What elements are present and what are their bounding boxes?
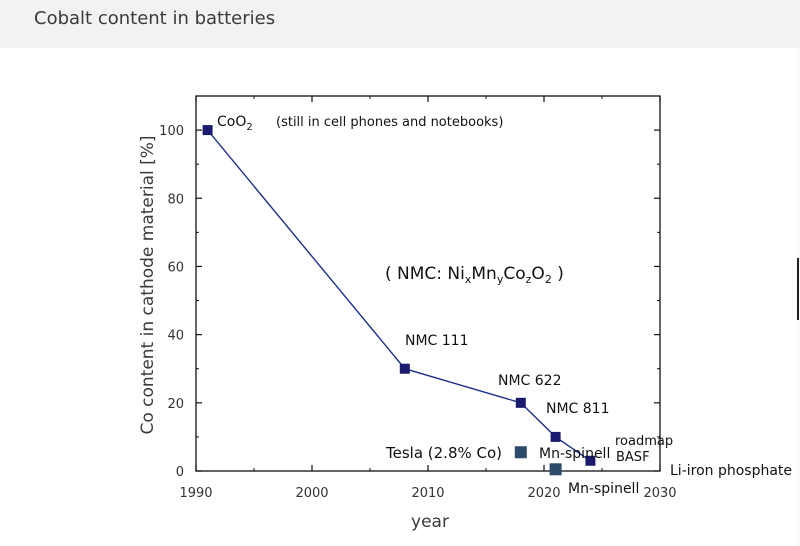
x-axis-label: year (411, 512, 449, 532)
series-point-marker (585, 455, 596, 466)
series-point-marker (202, 125, 213, 136)
nmc622-label: NMC 622 (498, 373, 562, 389)
x-tick-label: 2030 (643, 486, 676, 501)
nmc-sub-x: x (465, 273, 472, 286)
x-tick-label: 2000 (295, 486, 328, 501)
y-axis-label: Co content in cathode material [%] (138, 135, 158, 434)
coo2-label: CoO2 (217, 114, 253, 133)
coo2-note: (still in cell phones and notebooks) (276, 115, 503, 130)
nmc-sub-z: z (526, 273, 532, 286)
axis-ticks: 1990 2000 2010 2020 2030 0 20 40 60 80 100 (159, 96, 677, 501)
nmc-mn: Mn (471, 264, 496, 284)
li-iron-label: Li-iron phosphate (670, 463, 792, 479)
y-tick-label: 100 (159, 124, 184, 139)
x-tick-label: 2020 (527, 486, 560, 501)
roadmap-label: roadmap (615, 434, 673, 449)
coo2-main: CoO (217, 114, 246, 130)
marker-layer (202, 125, 596, 476)
nmc-co: Co (503, 264, 525, 284)
series-point-marker (550, 431, 561, 442)
nmc-formula: ( NMC: NixMnyCozO2 ) (385, 264, 564, 286)
series-point-marker (515, 397, 526, 408)
y-tick-label: 80 (167, 192, 184, 207)
x-tick-label: 1990 (179, 486, 212, 501)
y-tick-label: 40 (167, 329, 184, 344)
tesla-label: Tesla (2.8% Co) (385, 444, 502, 462)
x-tick-label: 2010 (411, 486, 444, 501)
nmc-sub-2: 2 (545, 273, 552, 286)
right-edge-strip (796, 48, 800, 546)
nmc-o: O (531, 264, 544, 284)
coo2-sub: 2 (246, 122, 252, 133)
nmc111-label: NMC 111 (405, 333, 469, 349)
y-tick-label: 20 (167, 397, 184, 412)
series-point-marker (399, 363, 410, 374)
page-title: Cobalt content in batteries (34, 8, 276, 29)
y-tick-label: 60 (167, 260, 184, 275)
series-layer (207, 129, 591, 462)
mn-spinell-upper-label: Mn-spinell (539, 446, 610, 462)
mn-spinell-lower-label: Mn-spinell (568, 481, 639, 497)
nmc811-label: NMC 811 (546, 401, 610, 417)
title-bar: Cobalt content in batteries (0, 0, 800, 48)
series-line (207, 129, 591, 462)
standalone-point-marker (549, 463, 562, 476)
nmc-sub-y: y (497, 273, 504, 286)
standalone-point-marker (514, 446, 527, 459)
nmc-close: ) (552, 264, 564, 284)
y-tick-label: 0 (176, 465, 184, 480)
nmc-open: ( NMC: Ni (385, 264, 465, 284)
basf-label: BASF (616, 450, 650, 465)
edge-marker (797, 258, 799, 320)
